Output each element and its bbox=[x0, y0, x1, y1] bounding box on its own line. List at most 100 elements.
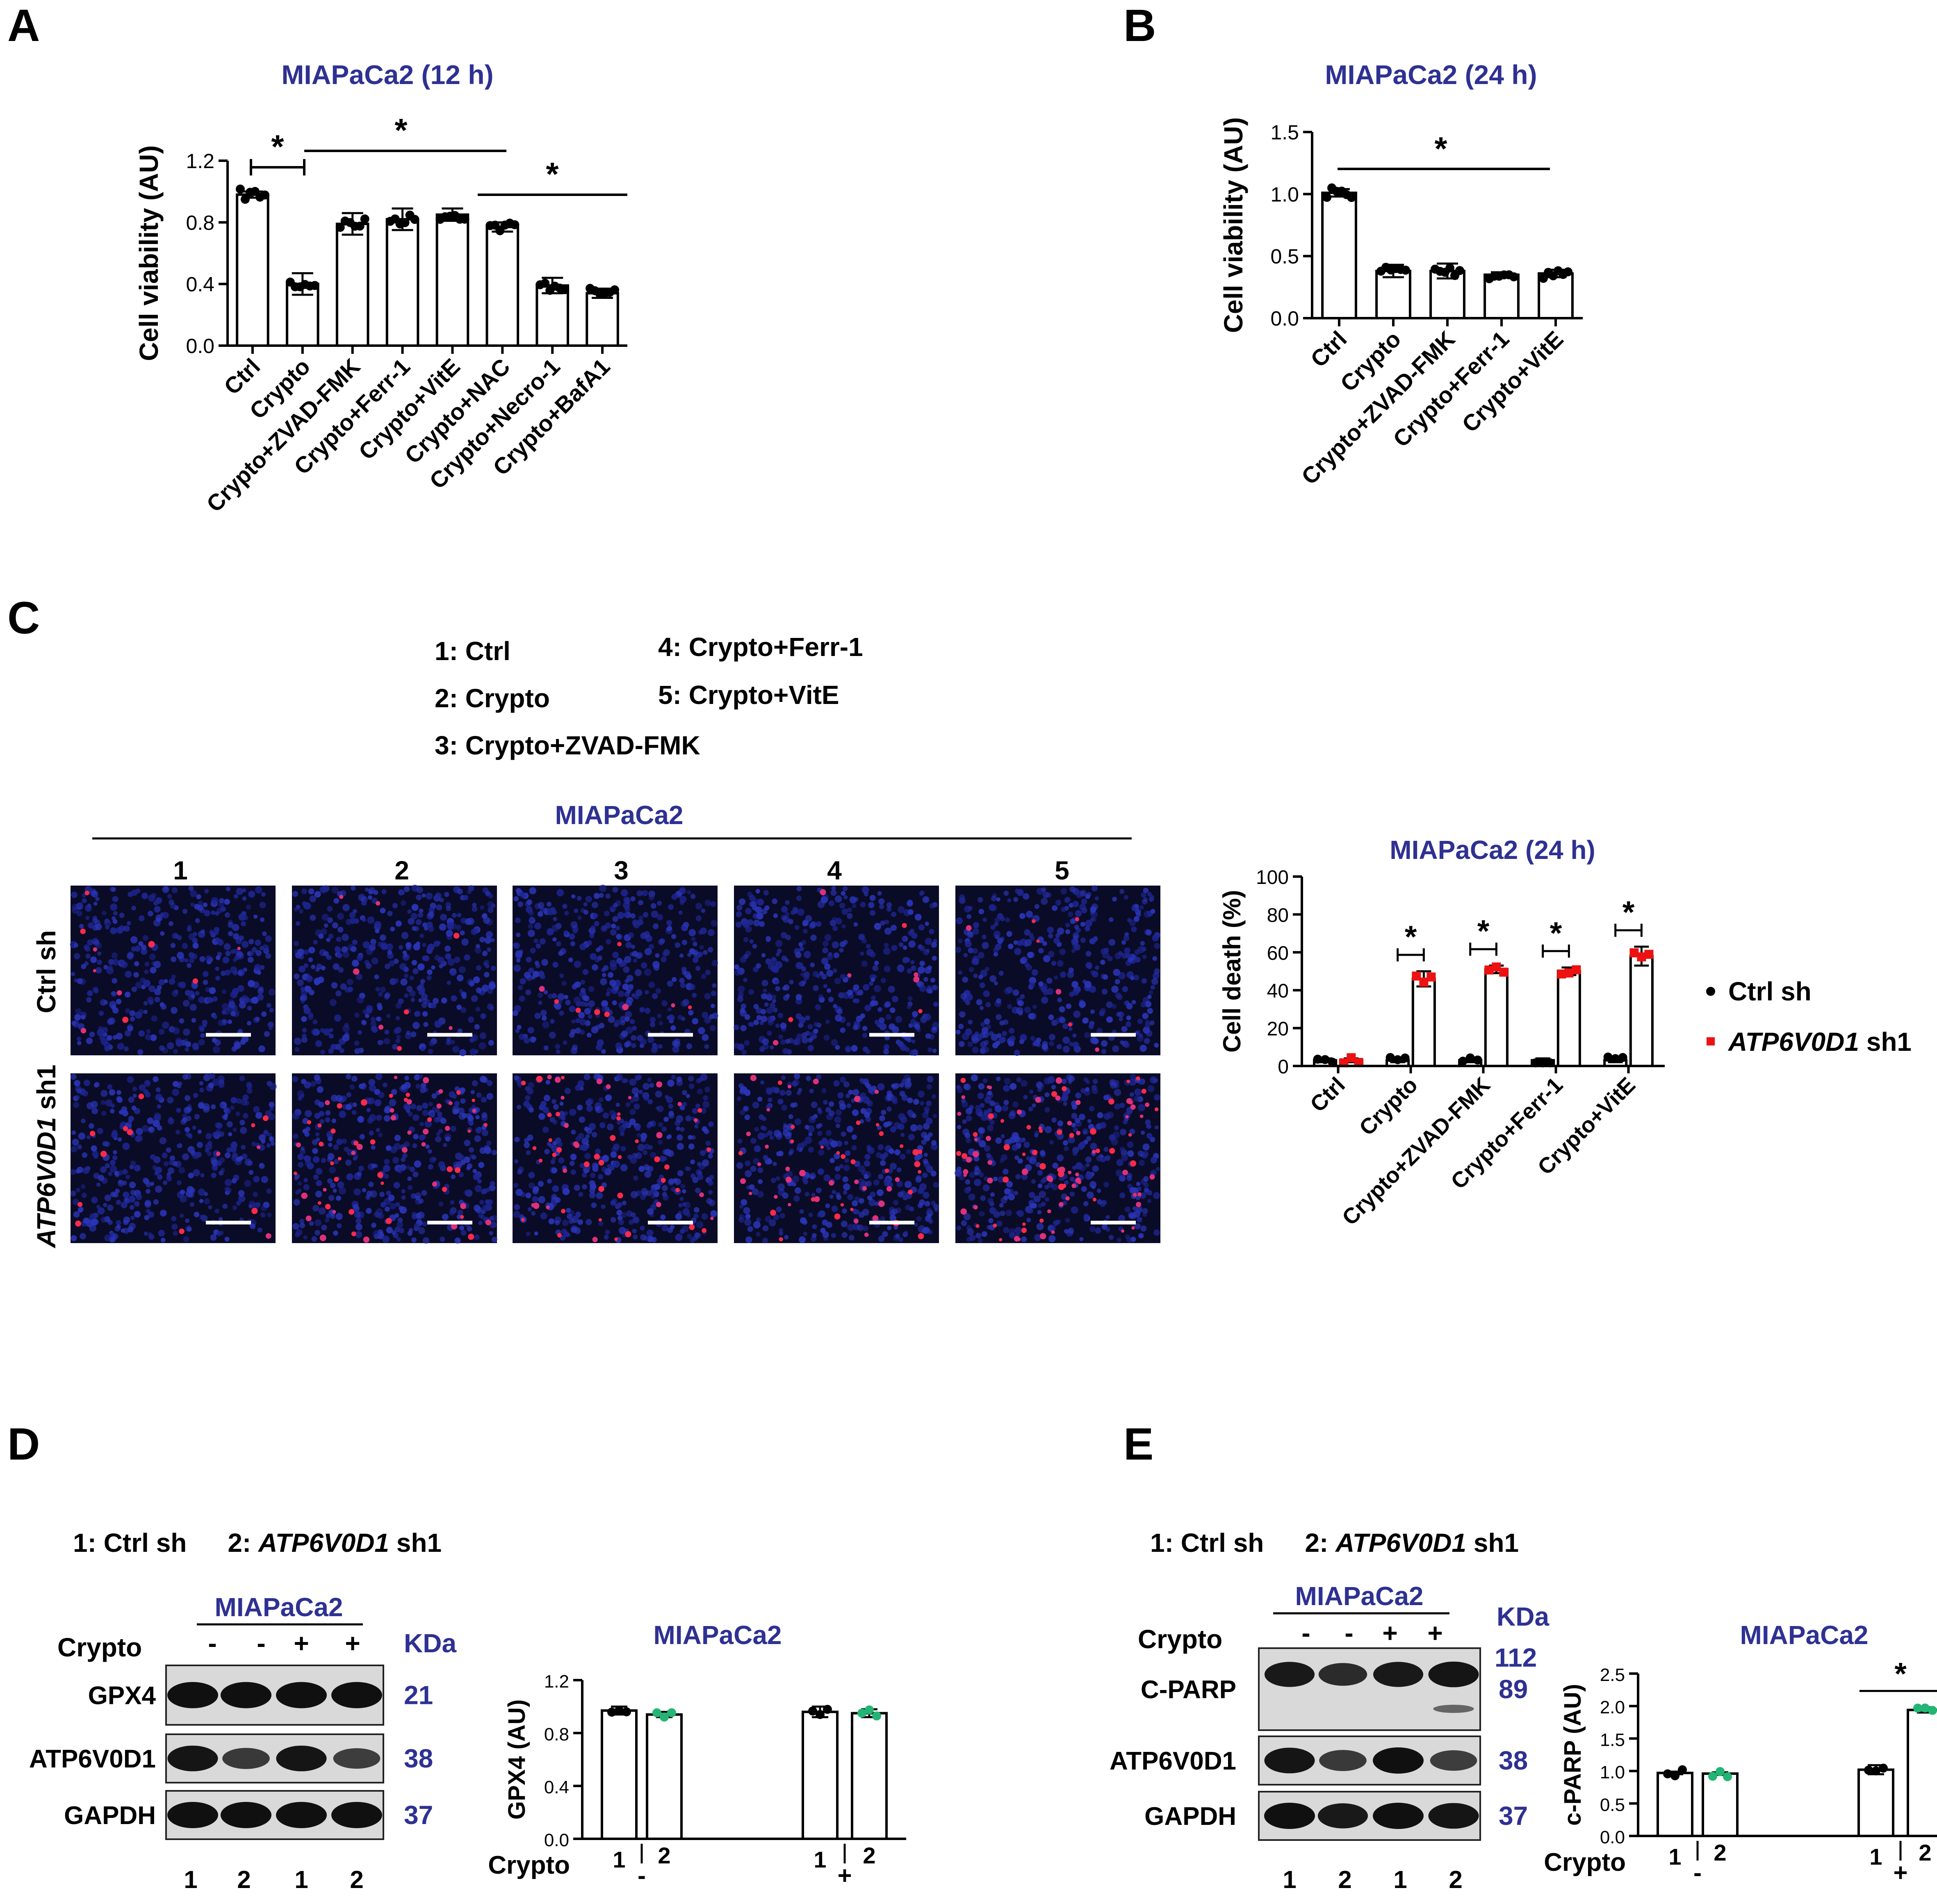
nucleus-dot bbox=[879, 1115, 885, 1121]
nucleus-dot bbox=[171, 956, 177, 962]
nucleus-dot bbox=[1152, 956, 1157, 961]
nucleus-dot bbox=[643, 1083, 650, 1090]
nucleus-dot bbox=[436, 904, 442, 911]
nucleus-dot bbox=[740, 1009, 747, 1017]
nucleus-dot bbox=[697, 1162, 702, 1166]
dead-cell-dot bbox=[422, 1128, 429, 1135]
nucleus-dot bbox=[808, 1146, 814, 1153]
nucleus-dot bbox=[830, 889, 837, 896]
nucleus-dot bbox=[681, 1090, 687, 1095]
nucleus-dot bbox=[852, 1025, 859, 1030]
nucleus-dot bbox=[90, 956, 97, 963]
nucleus-dot bbox=[1147, 995, 1152, 999]
nucleus-dot bbox=[368, 1079, 376, 1086]
nucleus-dot bbox=[613, 903, 618, 908]
nucleus-dot bbox=[478, 1213, 483, 1218]
nucleus-dot bbox=[94, 1082, 100, 1087]
nucleus-dot bbox=[211, 897, 219, 905]
nucleus-dot bbox=[1050, 1225, 1056, 1231]
nucleus-dot bbox=[232, 924, 239, 931]
nucleus-dot bbox=[236, 888, 244, 895]
nucleus-dot bbox=[464, 1189, 470, 1196]
nucleus-dot bbox=[972, 948, 978, 954]
lane-labels: 1 2 1 2 bbox=[184, 1866, 363, 1893]
nucleus-dot bbox=[464, 954, 470, 961]
nucleus-dot bbox=[602, 1155, 609, 1162]
nucleus-dot bbox=[579, 943, 586, 950]
blot-band bbox=[167, 1745, 218, 1772]
nucleus-dot bbox=[571, 1019, 576, 1024]
nucleus-dot bbox=[228, 922, 234, 928]
nucleus-dot bbox=[253, 1106, 260, 1113]
nucleus-dot bbox=[1014, 947, 1021, 955]
nucleus-dot bbox=[474, 947, 481, 954]
nucleus-dot bbox=[708, 1153, 713, 1159]
nucleus-dot bbox=[612, 916, 618, 922]
nucleus-dot bbox=[1081, 1186, 1087, 1192]
blot-band bbox=[1373, 1803, 1424, 1829]
nucleus-dot bbox=[197, 904, 203, 911]
nucleus-dot bbox=[859, 1078, 864, 1082]
nucleus-dot bbox=[386, 1191, 391, 1196]
kda-label: KDa bbox=[1497, 1602, 1549, 1631]
nucleus-dot bbox=[1118, 972, 1126, 979]
nucleus-dot bbox=[349, 918, 356, 924]
nucleus-dot bbox=[702, 1034, 709, 1041]
nucleus-dot bbox=[373, 1230, 380, 1237]
nucleus-dot bbox=[631, 1212, 636, 1218]
nucleus-dot bbox=[1137, 1018, 1143, 1024]
nucleus-dot bbox=[171, 975, 176, 979]
dead-cell-dot bbox=[622, 1004, 629, 1010]
nucleus-dot bbox=[1041, 986, 1047, 993]
dead-cell-dot bbox=[351, 1150, 355, 1155]
nucleus-dot bbox=[116, 1200, 121, 1205]
nucleus-dot bbox=[483, 972, 490, 978]
nucleus-dot bbox=[736, 911, 742, 918]
nucleus-dot bbox=[867, 1147, 875, 1154]
nucleus-dot bbox=[155, 914, 163, 922]
nucleus-dot bbox=[644, 1171, 652, 1178]
nucleus-dot bbox=[128, 1196, 136, 1203]
nucleus-dot bbox=[422, 893, 426, 898]
nucleus-dot bbox=[326, 938, 330, 942]
nucleus-dot bbox=[476, 987, 482, 993]
dead-cell-dot bbox=[179, 1228, 185, 1234]
nucleus-dot bbox=[599, 1097, 604, 1102]
nucleus-dot bbox=[965, 1000, 971, 1005]
nucleus-dot bbox=[1002, 1105, 1009, 1111]
dead-cell-dot bbox=[1031, 919, 1036, 923]
nucleus-dot bbox=[515, 1189, 523, 1196]
nucleus-dot bbox=[630, 896, 636, 902]
nucleus-dot bbox=[1041, 1043, 1048, 1050]
nucleus-dot bbox=[650, 1152, 656, 1158]
nucleus-dot bbox=[266, 1188, 272, 1194]
nucleus-dot bbox=[142, 1125, 149, 1132]
nucleus-dot bbox=[628, 1219, 634, 1225]
nucleus-dot bbox=[968, 906, 973, 911]
nucleus-dot bbox=[528, 910, 534, 916]
nucleus-dot bbox=[1064, 1146, 1069, 1151]
nucleus-dot bbox=[612, 886, 618, 893]
nucleus-dot bbox=[828, 1101, 834, 1107]
nucleus-dot bbox=[835, 1109, 842, 1116]
nucleus-dot bbox=[739, 1204, 744, 1209]
dead-cell-dot bbox=[1062, 1184, 1066, 1188]
nucleus-dot bbox=[1059, 949, 1066, 955]
dead-cell-dot bbox=[334, 1177, 339, 1182]
nucleus-dot bbox=[516, 888, 521, 893]
nucleus-dot bbox=[583, 1073, 590, 1080]
nucleus-dot bbox=[658, 1140, 663, 1145]
data-point bbox=[335, 223, 345, 232]
nucleus-dot bbox=[813, 985, 819, 991]
nucleus-dot bbox=[1089, 986, 1096, 993]
nucleus-dot bbox=[959, 1011, 966, 1018]
nucleus-dot bbox=[1141, 892, 1146, 898]
nucleus-dot bbox=[71, 1130, 76, 1135]
nucleus-dot bbox=[208, 1082, 214, 1089]
nucleus-dot bbox=[352, 959, 359, 967]
nucleus-dot bbox=[1068, 1075, 1075, 1082]
data-point bbox=[1401, 265, 1410, 275]
nucleus-dot bbox=[1079, 1164, 1086, 1172]
nucleus-dot bbox=[107, 1084, 112, 1090]
nucleus-dot bbox=[479, 936, 485, 943]
